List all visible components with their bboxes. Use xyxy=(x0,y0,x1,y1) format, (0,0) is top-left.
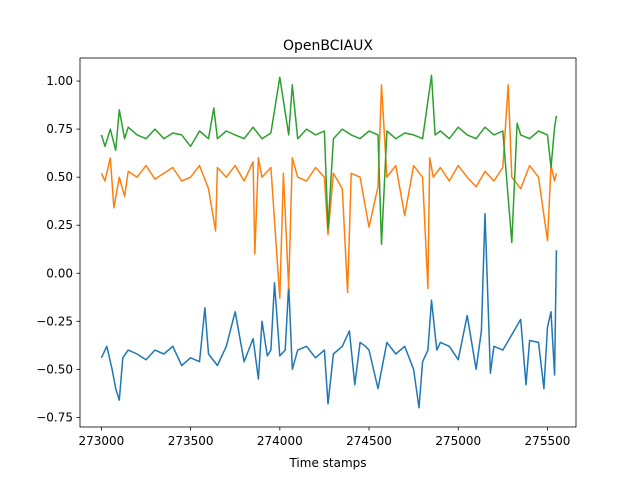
y-tick-label: 0.75 xyxy=(46,122,73,136)
x-tick-label: 275500 xyxy=(525,434,571,448)
y-tick-label: 0.25 xyxy=(46,218,73,232)
series-line-2 xyxy=(100,84,558,299)
y-tick-label: 0.00 xyxy=(46,266,73,280)
series-line-3 xyxy=(100,74,558,246)
plot-background xyxy=(80,58,576,427)
x-axis-label: Time stamps xyxy=(288,456,366,470)
x-tick-label: 274500 xyxy=(346,434,392,448)
y-tick-label: −0.75 xyxy=(36,410,73,424)
series-line-1 xyxy=(100,212,558,409)
y-axis: −0.75 −0.50 −0.25 0.00 0.25 0.50 0.75 1.00 xyxy=(36,74,80,424)
x-tick-label: 274000 xyxy=(257,434,303,448)
y-tick-label: 1.00 xyxy=(46,74,73,88)
plot-frame xyxy=(79,57,577,428)
x-axis: 273000 273500 274000 274500 275000 275500 xyxy=(79,427,571,448)
x-tick-label: 273500 xyxy=(168,434,214,448)
x-tick-label: 273000 xyxy=(79,434,125,448)
y-tick-label: −0.25 xyxy=(36,314,73,328)
y-tick-label: 0.50 xyxy=(46,170,73,184)
chart-title: OpenBCIAUX xyxy=(283,38,373,54)
x-tick-label: 275000 xyxy=(435,434,481,448)
series-layer xyxy=(100,74,558,409)
y-tick-label: −0.50 xyxy=(36,362,73,376)
